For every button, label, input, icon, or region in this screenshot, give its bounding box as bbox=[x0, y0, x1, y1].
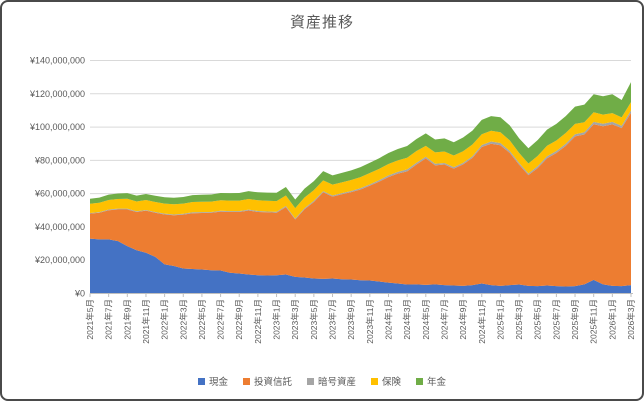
legend-item-2: 暗号資産 bbox=[306, 374, 356, 388]
x-axis-label: 2026年3月 bbox=[626, 299, 636, 340]
y-axis-label: ¥140,000,000 bbox=[29, 56, 85, 66]
legend-item-1: 投資信託 bbox=[242, 374, 292, 388]
x-axis-label: 2022年1月 bbox=[160, 299, 170, 340]
legend-swatch bbox=[416, 377, 424, 385]
x-axis-label: 2021年11月 bbox=[141, 299, 151, 344]
x-axis-label: 2025年11月 bbox=[589, 299, 599, 344]
x-axis-label: 2022年7月 bbox=[216, 299, 226, 340]
x-axis-label: 2022年5月 bbox=[197, 299, 207, 340]
x-axis-label: 2024年11月 bbox=[477, 299, 487, 344]
x-axis-label: 2022年9月 bbox=[234, 299, 244, 340]
y-axis-label: ¥20,000,000 bbox=[34, 255, 85, 265]
legend-item-3: 保険 bbox=[371, 374, 401, 388]
x-axis-label: 2026年1月 bbox=[607, 299, 617, 340]
y-axis-label: ¥40,000,000 bbox=[34, 222, 85, 232]
legend-label: 現金 bbox=[208, 377, 228, 388]
x-axis-label: 2025年3月 bbox=[514, 299, 524, 340]
x-axis-label: 2025年1月 bbox=[495, 299, 505, 340]
legend: 現金 投資信託 暗号資産 保険 年金 bbox=[2, 374, 642, 388]
legend-swatch bbox=[371, 377, 378, 385]
x-axis-label: 2023年5月 bbox=[309, 299, 319, 340]
x-axis-label: 2022年3月 bbox=[178, 299, 188, 340]
x-axis-label: 2024年7月 bbox=[439, 299, 449, 340]
x-axis-label: 2021年9月 bbox=[122, 299, 132, 340]
y-axis-label: ¥60,000,000 bbox=[34, 189, 85, 199]
y-axis-label: ¥100,000,000 bbox=[29, 122, 85, 132]
legend-label: 投資信託 bbox=[253, 377, 292, 388]
y-axis-label: ¥120,000,000 bbox=[29, 89, 85, 99]
x-axis-label: 2024年9月 bbox=[458, 299, 468, 340]
y-axis-label: ¥80,000,000 bbox=[34, 155, 85, 165]
area-series-3 bbox=[90, 102, 631, 219]
legend-swatch bbox=[306, 377, 314, 385]
y-axis-label: ¥0 bbox=[74, 289, 85, 299]
x-axis-label: 2023年3月 bbox=[290, 299, 300, 340]
legend-item-0: 現金 bbox=[197, 374, 228, 388]
x-axis-label: 2021年7月 bbox=[104, 299, 114, 340]
legend-swatch bbox=[242, 377, 250, 385]
legend-label: 保険 bbox=[382, 377, 402, 388]
legend-label: 年金 bbox=[427, 377, 447, 388]
chart-title: 資産推移 bbox=[289, 14, 354, 31]
x-axis-label: 2024年5月 bbox=[421, 299, 431, 340]
x-axis-label: 2021年5月 bbox=[85, 299, 95, 340]
area-series-0 bbox=[90, 238, 631, 294]
x-axis-label: 2023年7月 bbox=[328, 299, 338, 340]
legend-swatch bbox=[197, 377, 205, 385]
x-axis-label: 2025年9月 bbox=[570, 299, 580, 340]
legend-item-4: 年金 bbox=[416, 374, 446, 388]
area-series-1 bbox=[90, 112, 631, 287]
x-axis-label: 2022年11月 bbox=[253, 299, 263, 344]
area-series-4 bbox=[90, 82, 631, 209]
x-axis-label: 2023年9月 bbox=[346, 299, 356, 340]
x-axis-label: 2023年11月 bbox=[365, 299, 375, 344]
x-axis-label: 2025年7月 bbox=[551, 299, 561, 340]
x-axis-label: 2023年1月 bbox=[272, 299, 282, 340]
x-axis-label: 2024年1月 bbox=[383, 299, 393, 340]
x-axis-label: 2024年3月 bbox=[402, 299, 412, 340]
x-axis-label: 2025年5月 bbox=[533, 299, 543, 340]
legend-label: 暗号資産 bbox=[317, 377, 356, 388]
